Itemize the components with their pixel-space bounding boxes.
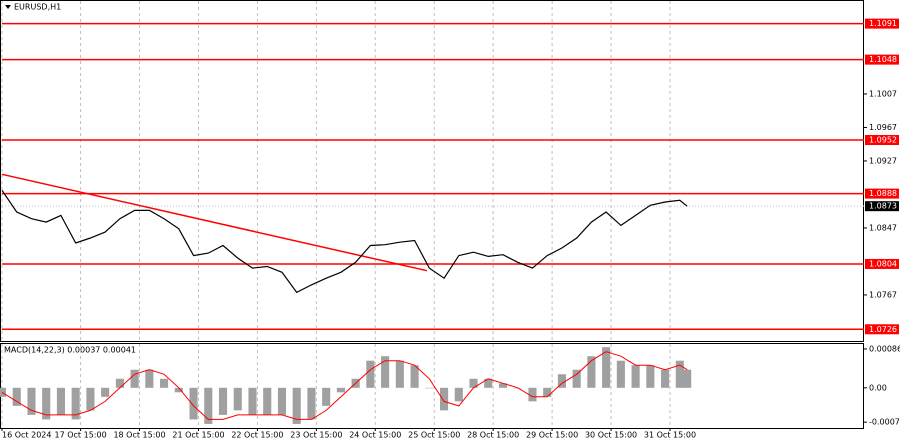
y-tick-label: 1.1007: [869, 89, 897, 98]
histogram-bar: [71, 387, 80, 420]
histogram-bar: [322, 387, 331, 406]
histogram-bar: [101, 387, 110, 397]
level-label-box: [865, 18, 899, 29]
x-tick-label: 16 Oct 2024: [2, 431, 51, 440]
x-tick-label: 28 Oct 15:00: [467, 431, 519, 440]
last-price-box: [865, 201, 899, 212]
histogram-bar: [602, 347, 611, 388]
histogram-bar: [42, 387, 51, 420]
histogram-bar: [631, 365, 640, 388]
histogram-bar: [86, 387, 95, 411]
histogram-bar: [484, 378, 493, 388]
y-tick-label: 0.00086: [869, 344, 900, 353]
macd-panel: [0, 343, 864, 429]
level-label: 1.1048: [869, 55, 897, 64]
histogram-bar: [0, 387, 7, 397]
histogram-bar: [145, 369, 154, 388]
histogram-bar: [56, 387, 65, 415]
x-tick-label: 31 Oct 15:00: [644, 431, 696, 440]
y-tick-label: 0.00: [869, 383, 887, 392]
level-label-box: [865, 54, 899, 65]
level-label-box: [865, 258, 899, 269]
histogram-bar: [557, 374, 566, 388]
histogram-bar: [336, 387, 345, 393]
menu-arrow: [5, 5, 11, 9]
last-price-label: 1.0873: [869, 202, 897, 211]
histogram-bar: [27, 387, 36, 415]
x-tick-label: 25 Oct 15:00: [408, 431, 460, 440]
histogram-bar: [277, 387, 287, 415]
histogram-bar: [130, 369, 139, 388]
histogram-bar: [454, 387, 463, 402]
histogram-bar: [439, 387, 449, 411]
level-label-box: [865, 188, 899, 199]
histogram-bar: [683, 369, 692, 388]
histogram-bar: [381, 356, 390, 388]
price-line: [1, 189, 688, 294]
histogram-bar: [174, 387, 183, 393]
level-label: 1.0726: [869, 325, 897, 334]
histogram-bar: [661, 369, 670, 388]
level-label: 1.1091: [869, 19, 897, 28]
x-tick-label: 17 Oct 15:00: [55, 431, 107, 440]
level-label: 1.0952: [869, 136, 897, 145]
y-tick-label: -0.00076: [869, 418, 900, 427]
histogram-bar: [233, 387, 242, 411]
histogram-bar: [616, 360, 625, 388]
x-tick-label: 23 Oct 15:00: [290, 431, 342, 440]
histogram-bar: [263, 387, 272, 415]
histogram-bar: [410, 365, 419, 388]
histogram-bar: [646, 365, 655, 388]
histogram-bar: [395, 360, 404, 388]
histogram-bar: [115, 378, 124, 388]
x-tick-label: 24 Oct 15:00: [349, 431, 401, 440]
level-label-box: [865, 324, 899, 335]
histogram-bar: [587, 356, 596, 388]
histogram-bar: [543, 387, 552, 397]
macd-title: MACD(14,22,3) 0.00037 0.00041: [4, 346, 136, 355]
histogram-bar: [292, 387, 301, 424]
histogram-bar: [675, 360, 684, 388]
x-tick-label: 29 Oct 15:00: [526, 431, 578, 440]
y-tick-label: 1.0767: [869, 290, 897, 299]
y-tick-label: 1.0967: [869, 123, 897, 132]
histogram-bar: [528, 387, 537, 402]
y-tick-label: 1.0847: [869, 223, 897, 232]
histogram-bar: [204, 387, 213, 424]
histogram-bar: [218, 387, 228, 415]
level-label: 1.0888: [869, 189, 897, 198]
y-tick-label: 1.0927: [869, 156, 897, 165]
x-tick-label: 21 Oct 15:00: [172, 431, 224, 440]
x-tick-label: 18 Oct 15:00: [113, 431, 165, 440]
histogram-bar: [307, 387, 316, 420]
histogram-bar: [498, 383, 508, 388]
histogram-bar: [366, 360, 375, 388]
level-label: 1.0804: [869, 259, 897, 268]
histogram-bar: [12, 387, 21, 406]
x-tick-label: 22 Oct 15:00: [231, 431, 283, 440]
trend-line: [1, 173, 428, 272]
histogram-bar: [425, 387, 434, 389]
histogram-bar: [248, 387, 257, 415]
histogram-bar: [160, 378, 169, 388]
histogram-bar: [469, 378, 478, 388]
signal-line: [1, 351, 688, 420]
histogram-bar: [572, 369, 581, 388]
x-tick-label: 30 Oct 15:00: [585, 431, 637, 440]
chart-title: EURUSD,H1: [14, 3, 61, 12]
level-label-box: [865, 135, 899, 146]
histogram-bar: [189, 387, 198, 420]
price-panel: [0, 0, 864, 342]
